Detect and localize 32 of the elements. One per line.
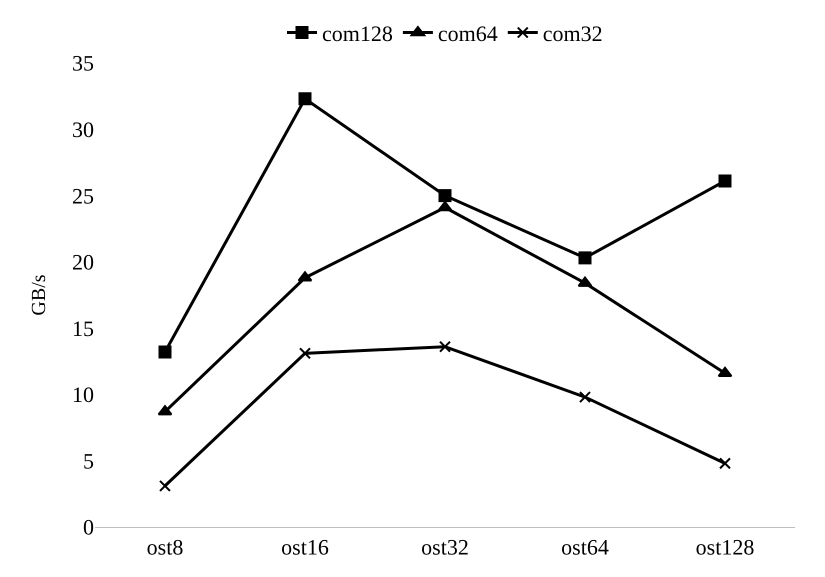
- point: [298, 92, 312, 106]
- y-tick-label: 25: [72, 183, 94, 208]
- point: [438, 189, 452, 202]
- x-tick-label: ost64: [561, 534, 609, 560]
- y-tick-label: 5: [83, 448, 94, 474]
- point: [719, 457, 731, 470]
- y-tick-label: 0: [83, 514, 94, 540]
- y-tick-label: 20: [72, 250, 94, 275]
- point: [579, 391, 591, 404]
- x-tick-label: ost16: [281, 534, 329, 560]
- legend-label: com64: [438, 21, 498, 46]
- point: [439, 340, 451, 353]
- x-tick-label: ost128: [696, 534, 754, 560]
- point: [159, 480, 171, 492]
- legend-label: com128: [322, 21, 393, 46]
- point: [298, 271, 312, 282]
- point: [158, 405, 172, 416]
- point: [718, 174, 732, 188]
- point: [578, 251, 592, 264]
- y-tick-label: 10: [72, 382, 94, 408]
- point: [158, 346, 172, 359]
- y-tick-label: 30: [72, 116, 94, 142]
- point: [438, 201, 452, 212]
- y-axis-title: GB/s: [28, 274, 50, 316]
- x-tick-label: ost32: [421, 534, 469, 560]
- point: [718, 366, 732, 377]
- y-tick-label: 15: [72, 316, 94, 341]
- point: [578, 276, 592, 287]
- point: [299, 347, 311, 360]
- y-tick-label: 35: [72, 50, 94, 76]
- x-tick-label: ost8: [146, 534, 184, 560]
- legend-label: com32: [542, 21, 603, 46]
